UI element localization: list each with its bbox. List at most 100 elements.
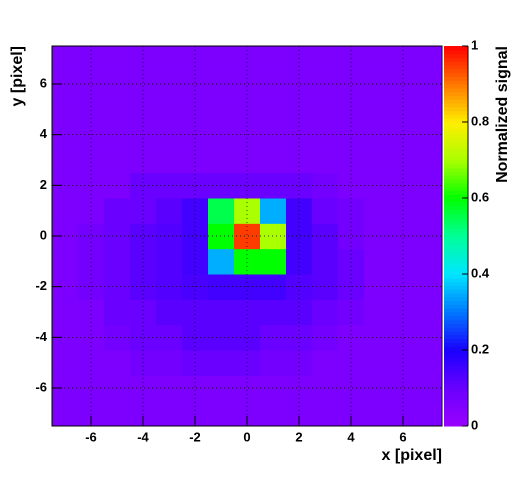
colorbar-segment [444,76,468,81]
colorbar-segment [444,156,468,161]
heatmap-cell [286,147,313,174]
colorbar-segment [444,84,468,89]
colorbar-segment [444,224,468,229]
colorbar-segment [444,114,468,119]
heatmap-cell [104,71,131,98]
heatmap-cell [208,71,235,98]
heatmap-cell [104,122,131,148]
heatmap-cell [312,172,339,199]
colorbar-segment [444,118,468,123]
colorbar-segment [444,163,468,169]
heatmap-cell [364,248,391,275]
colorbar-segment [444,122,468,127]
heatmap-cell [156,324,183,351]
heatmap-cell [390,299,417,326]
colorbar-segment [444,293,468,298]
colorbar-segment [444,91,468,96]
heatmap-cell [130,147,157,174]
colorbar-segment [444,99,468,104]
heatmap-cell [156,198,183,224]
heatmap-cell [364,350,391,376]
heatmap-cell [208,400,235,427]
colorbar-segment [444,346,468,351]
colorbar-segment [444,350,468,355]
colorbar-segment [444,167,468,172]
heatmap-cell [364,299,391,326]
heatmap-cell [208,248,235,275]
colorbar-segment [444,414,468,419]
colorbar-segment [444,251,468,256]
heatmap-cell [312,198,339,224]
heatmap-cell [312,122,339,148]
colorbar-segment [444,338,468,343]
heatmap-cell [208,350,235,376]
heatmap-cell [260,375,287,402]
colorbar-segment [444,353,468,359]
heatmap-cell [52,46,79,72]
colorbar-segment [444,312,468,317]
heatmap-cell [156,274,183,300]
heatmap-cell [208,147,235,174]
colorbar-segment [444,213,468,218]
colorbar-label: Normalized signal [494,46,511,183]
heatmap-cell [78,147,105,174]
colorbar-segment [444,68,468,74]
heatmap-cell [416,147,443,174]
colorbar-segment [444,103,468,108]
heatmap-cell [416,400,443,427]
x-tick-label: 0 [243,429,250,444]
colorbar-segment [444,61,468,66]
colorbar-segment [444,376,468,381]
colorbar-segment [444,49,468,55]
heatmap-cell [312,71,339,98]
colorbar-segment [444,190,468,195]
colorbar-segment [444,285,468,290]
heatmap-cell [364,375,391,402]
colorbar-segment [444,274,468,279]
colorbar-segment [444,179,468,184]
heatmap-cell [416,71,443,98]
heatmap-cell [364,122,391,148]
heatmap-cell [364,172,391,199]
heatmap-cell [208,172,235,199]
heatmap-cell [312,299,339,326]
y-axis-label: y [pixel] [9,46,26,106]
heatmap-cell [156,400,183,427]
colorbar-segment [444,133,468,138]
heatmap-cell [260,71,287,98]
colorbar-segment [444,300,468,305]
heatmap-cell [104,274,131,300]
heatmap-cell [208,223,235,250]
colorbar-tick-label: 0.6 [471,189,489,204]
heatmap-cell [416,198,443,224]
colorbar-segment [444,342,468,347]
heatmap-cell [156,248,183,275]
colorbar-segment [444,277,468,283]
colorbar-segment [444,380,468,385]
heatmap-cell [364,96,391,123]
heatmap-cell [208,299,235,326]
heatmap-cell [312,147,339,174]
heatmap-cell [52,147,79,174]
heatmap-cell [156,96,183,123]
colorbar-segment [444,220,468,226]
heatmap-cell [416,172,443,199]
heatmap-cell [364,324,391,351]
heatmap-cell [260,223,287,250]
x-tick-label: -2 [189,429,201,444]
colorbar-segment [444,304,468,309]
heatmap-cell [260,46,287,72]
colorbar-segment [444,422,468,427]
heatmap-cell [416,223,443,250]
colorbar-segment [444,141,468,146]
heatmap-cell [156,375,183,402]
heatmap-cell [260,198,287,224]
colorbar-segment [444,327,468,332]
colorbar-segment [444,319,468,324]
colorbar-segment [444,198,468,203]
y-tick-label: -4 [35,329,47,344]
heatmap-cell [260,274,287,300]
heatmap-cell [416,350,443,376]
colorbar-segment [444,87,468,93]
heatmap-cell [78,299,105,326]
